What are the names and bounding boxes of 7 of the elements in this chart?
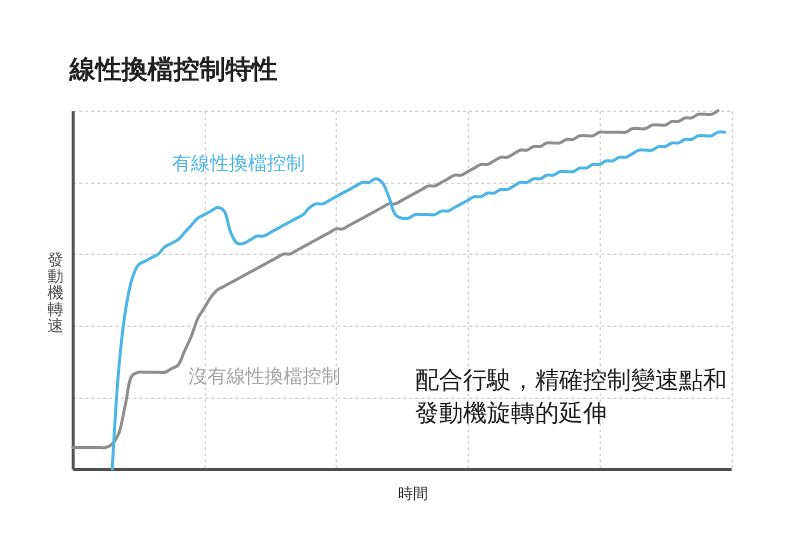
annotation: 發動機旋轉的延伸: [415, 399, 607, 427]
series-label: 沒有線性換檔控制: [188, 366, 341, 388]
x-axis-title: 時間: [398, 484, 428, 502]
y-axis-title: 發動機轉速: [48, 250, 64, 335]
chart-title: 線性換檔控制特性: [68, 55, 278, 86]
series-label: 有線性換檔控制: [172, 152, 306, 175]
annotation: 配合行駛，精確控制變速點和: [415, 366, 727, 394]
